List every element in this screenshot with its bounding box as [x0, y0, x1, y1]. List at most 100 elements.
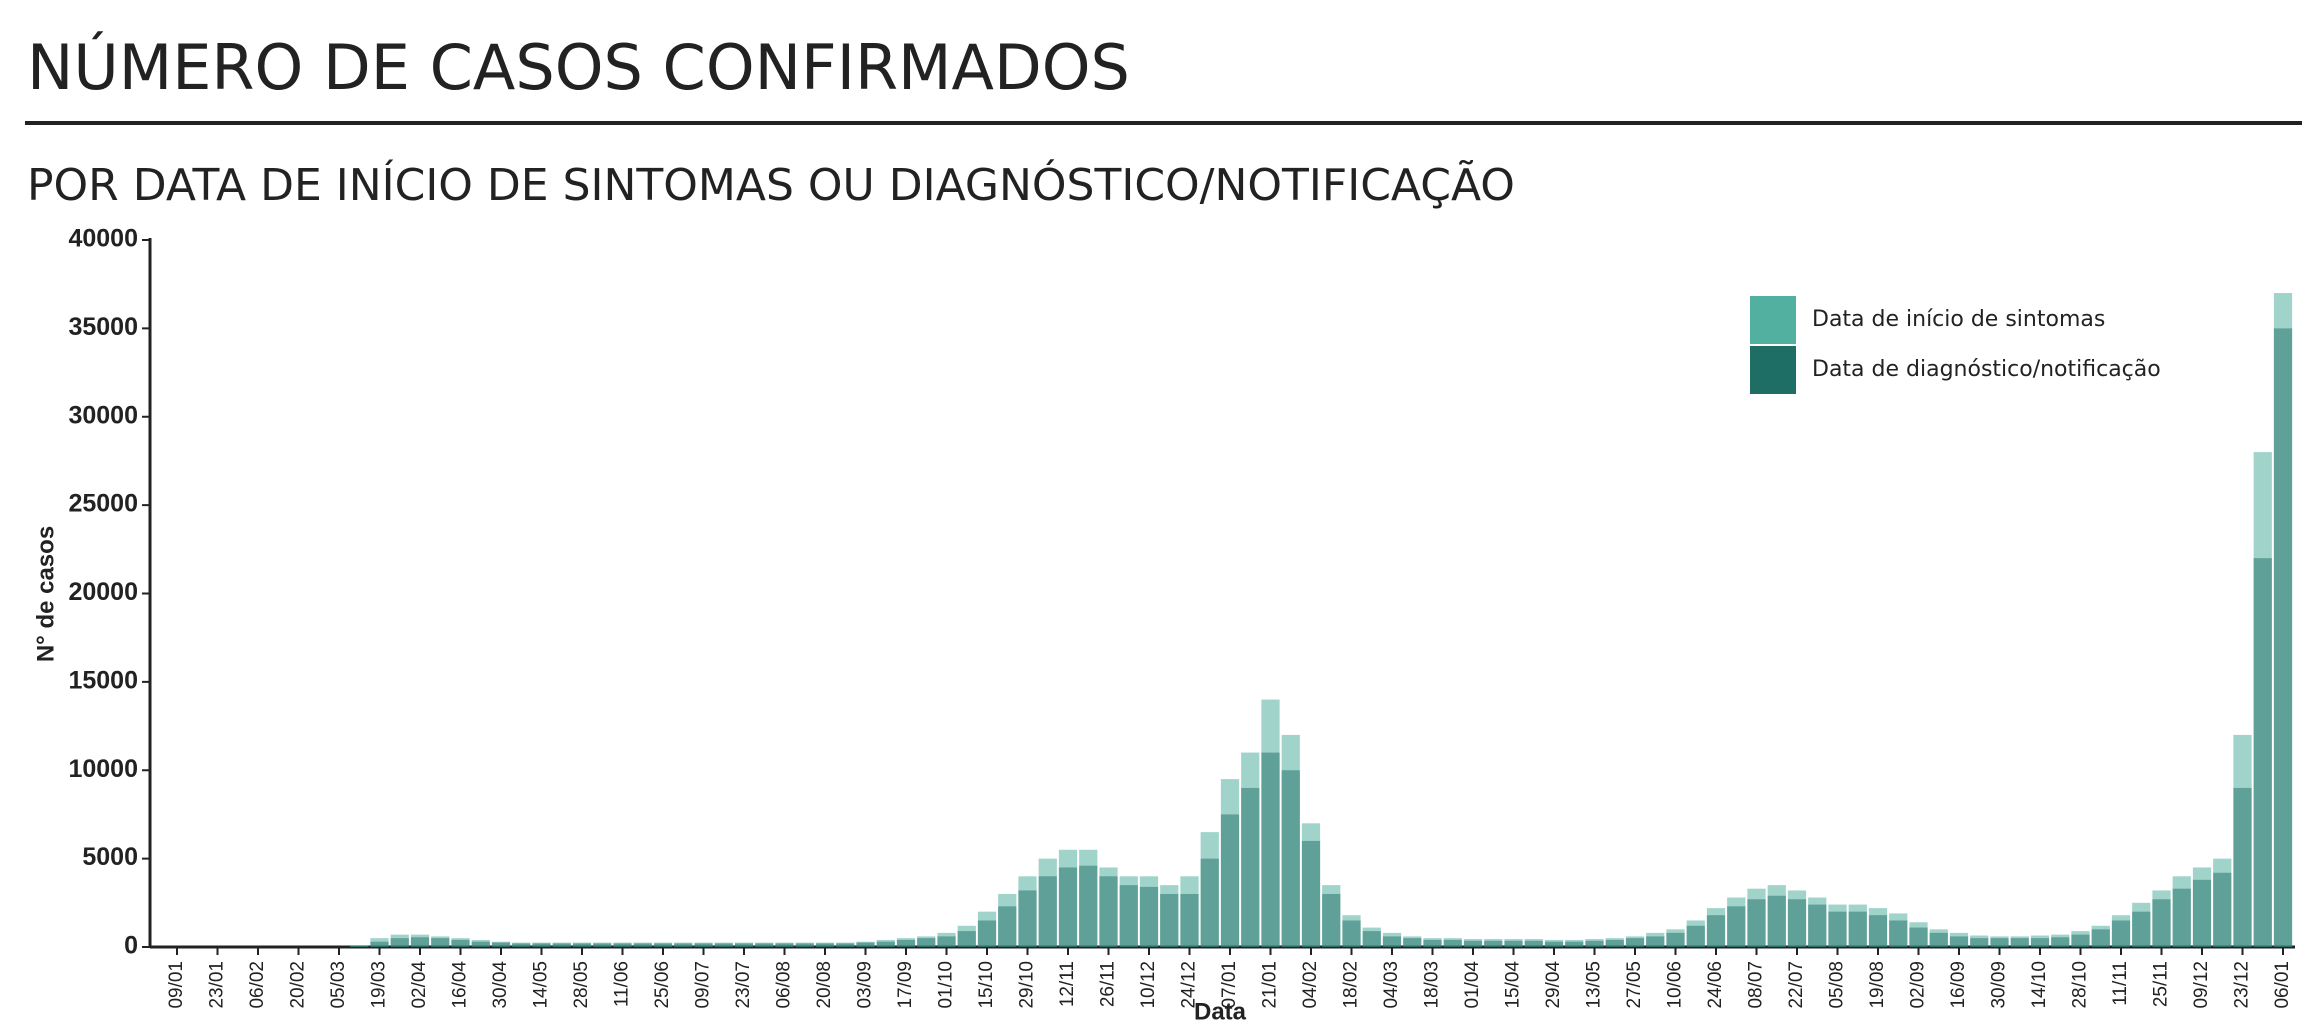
bar — [1625, 938, 1645, 947]
bar — [1727, 906, 1746, 947]
bar — [755, 943, 774, 947]
bar — [1767, 895, 1786, 947]
bar — [451, 939, 470, 947]
x-tick-label: 23/01 — [207, 961, 228, 1009]
x-tick-label: 30/04 — [490, 961, 511, 1009]
bar — [896, 939, 916, 947]
bar — [370, 941, 389, 947]
bar — [2111, 920, 2131, 947]
bar — [653, 943, 673, 947]
bar — [350, 946, 369, 947]
bar — [552, 943, 571, 947]
bar — [1808, 904, 1827, 947]
bar — [1362, 931, 1381, 947]
bar — [674, 943, 693, 947]
bar — [1868, 915, 1888, 947]
x-tick-label: 05/03 — [328, 961, 349, 1009]
bar — [572, 943, 592, 947]
bar — [957, 931, 976, 947]
x-tick-label: 06/08 — [774, 961, 795, 1009]
bar — [1443, 939, 1462, 947]
x-tick-label: 24/06 — [1705, 961, 1726, 1009]
bar — [1565, 941, 1584, 947]
bar — [795, 943, 814, 947]
x-tick-label: 18/02 — [1341, 961, 1362, 1009]
x-tick-label: 23/07 — [733, 961, 754, 1009]
bar — [1220, 814, 1240, 947]
bar — [512, 943, 531, 947]
x-tick-label: 16/04 — [450, 961, 471, 1009]
x-tick-label: 29/10 — [1017, 961, 1038, 1009]
bar — [1524, 940, 1543, 947]
bar — [1058, 867, 1078, 947]
x-tick-label: 18/03 — [1422, 961, 1443, 1009]
bar — [2213, 872, 2232, 947]
bar — [1463, 940, 1483, 947]
bar — [998, 906, 1017, 947]
x-tick-label: 17/09 — [895, 961, 916, 1009]
bar — [593, 943, 612, 947]
bar — [2071, 934, 2090, 947]
bar — [1281, 770, 1300, 947]
x-tick-label: 04/03 — [1381, 961, 1402, 1009]
bar — [2132, 911, 2151, 947]
x-tick-label: 22/07 — [1786, 961, 1807, 1009]
x-tick-label: 19/08 — [1867, 961, 1888, 1009]
bar — [734, 943, 754, 947]
y-axis-label: N° de casos — [32, 526, 59, 662]
bar — [2253, 558, 2272, 947]
bar — [1787, 899, 1807, 947]
bar — [836, 943, 855, 947]
x-tick-label: 15/04 — [1503, 961, 1524, 1009]
y-tick-label: 20000 — [68, 578, 138, 606]
y-tick-label: 30000 — [68, 401, 138, 429]
bar — [1423, 939, 1442, 947]
y-tick-label: 25000 — [68, 490, 138, 518]
bar — [1686, 925, 1705, 947]
bar — [2192, 879, 2212, 947]
bar — [1706, 915, 1726, 947]
x-tick-label: 20/08 — [814, 961, 835, 1009]
x-tick-label: 10/12 — [1138, 961, 1159, 1009]
x-tick-label: 19/03 — [369, 961, 390, 1009]
bar — [1119, 885, 1138, 947]
bar — [1241, 787, 1260, 947]
x-tick-label: 14/10 — [2029, 961, 2050, 1009]
bar — [1747, 899, 1766, 947]
bar — [1261, 752, 1280, 947]
bar — [856, 942, 875, 947]
bar — [2010, 938, 2029, 947]
bar — [977, 920, 997, 947]
bar — [390, 938, 409, 947]
x-tick-label: 16/09 — [1948, 961, 1969, 1009]
x-tick-label: 21/01 — [1260, 961, 1281, 1009]
x-tick-label: 25/11 — [2151, 961, 2172, 1007]
bar — [1544, 941, 1564, 947]
bar — [1342, 920, 1361, 947]
bar — [1099, 876, 1118, 947]
bar — [815, 943, 835, 947]
x-tick-label: 10/06 — [1665, 961, 1686, 1009]
bar — [1322, 893, 1341, 947]
bar — [2030, 938, 2050, 947]
bar — [350, 945, 369, 947]
y-tick-label: 40000 — [68, 225, 138, 253]
bar — [633, 943, 652, 947]
bar — [1200, 858, 1219, 947]
x-tick-label: 09/07 — [693, 961, 714, 1009]
bar — [775, 943, 794, 947]
y-tick-label: 0 — [124, 932, 138, 960]
x-tick-label: 05/08 — [1827, 961, 1848, 1009]
x-tick-label: 24/12 — [1179, 961, 1200, 1009]
x-tick-label: 25/06 — [652, 961, 673, 1009]
bar — [714, 943, 733, 947]
bar — [1848, 911, 1867, 947]
bar — [1990, 938, 2009, 947]
bar — [1301, 840, 1321, 947]
bar — [917, 938, 936, 947]
x-tick-label: 27/05 — [1624, 961, 1645, 1009]
bar — [1403, 938, 1422, 947]
bar — [1605, 939, 1624, 947]
x-tick-label: 11/06 — [612, 961, 633, 1007]
bar — [1139, 886, 1159, 947]
